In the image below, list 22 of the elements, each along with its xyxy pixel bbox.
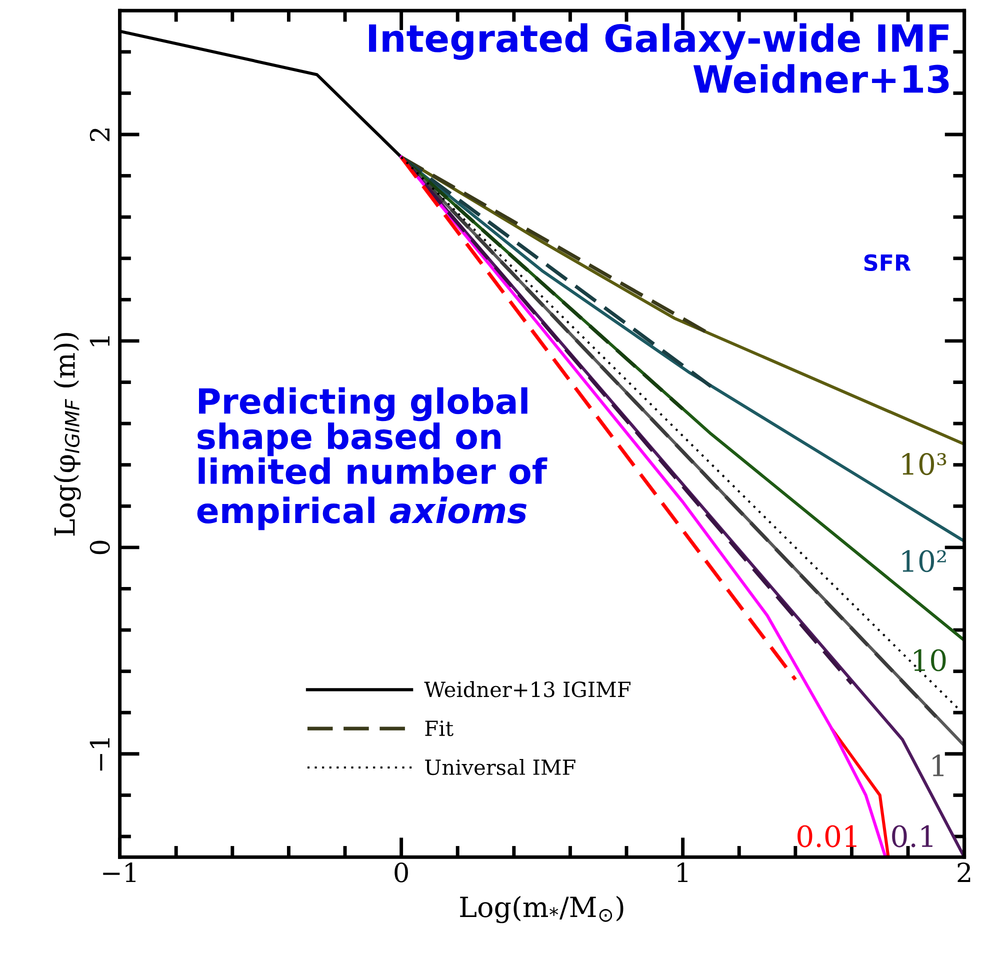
- y-axis-title: Log(φ$_{IGIMF}$ (m)): [54, 332, 81, 536]
- legend-label: Weidner+13 IGIMF: [424, 681, 630, 698]
- y-tick-label: 2: [90, 128, 110, 142]
- annotation: 10²: [902, 550, 946, 572]
- x-tick-label: 1: [678, 862, 688, 882]
- legend-label: Fit: [425, 720, 454, 736]
- x-tick-label: −1: [103, 862, 136, 882]
- annotation: 0.1: [892, 825, 932, 848]
- x-tick-label: 2: [958, 862, 970, 882]
- legend-label: Universal IMF: [425, 758, 576, 776]
- annotation: 1: [932, 754, 944, 776]
- y-tick-label: −1: [90, 738, 110, 771]
- text: Integrated Galaxy-wide IMF Weidner+13: [369, 23, 949, 94]
- annotation: 0.01: [798, 825, 856, 848]
- annotation: 10: [914, 649, 946, 672]
- x-axis-title: Log(m$_{*}$/M$_{⊙}$): [460, 896, 624, 924]
- y-tick-label: 1: [90, 336, 110, 346]
- y-tick-label: 0: [90, 540, 110, 554]
- annotation: 10³: [902, 453, 946, 476]
- x-tick-label: 0: [394, 862, 408, 882]
- annotation: SFR: [864, 254, 911, 271]
- annotation: Predicting global shape based on limited number of empirical axioms: [197, 387, 548, 530]
